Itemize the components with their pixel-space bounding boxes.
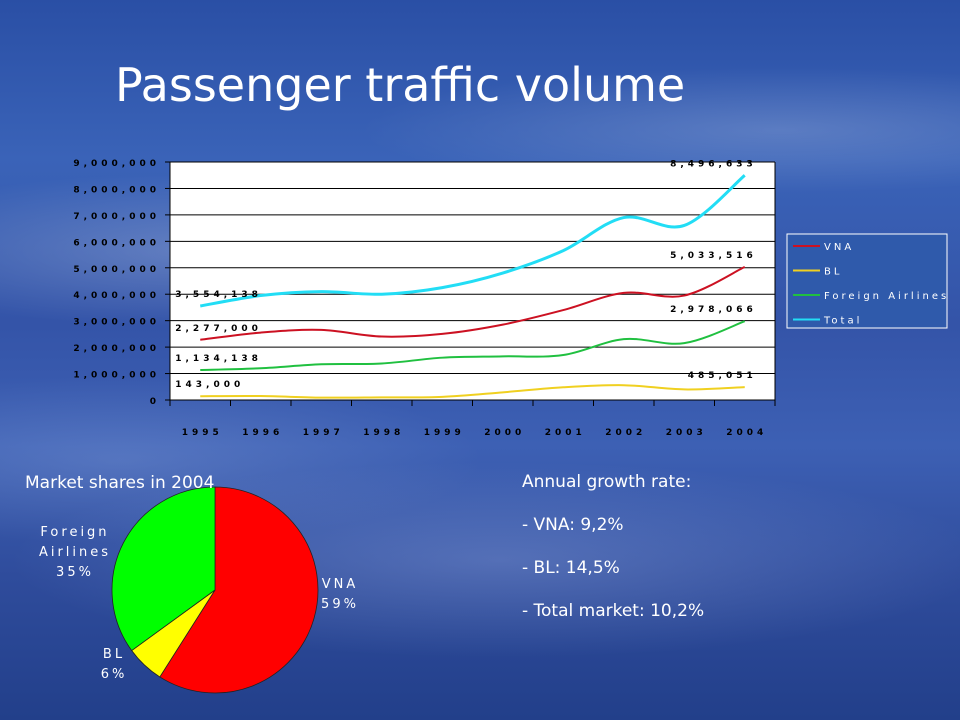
data-label-end: 8,496,633 (670, 159, 757, 169)
growth-item-bl: - BL: 14,5% (522, 558, 620, 578)
legend-label: BL (824, 267, 842, 278)
data-labels: 2,277,000 5,033,516 143,000 485,051 1,134,13… (175, 159, 757, 390)
data-label-end: 2,978,066 (670, 305, 757, 315)
pie-slice-vna (159, 486, 319, 694)
pie-slice-label: Foreign (40, 525, 109, 540)
pie-chart: VNA 59% BL 6% Foreign Airlines 35% (39, 486, 359, 694)
x-tick-label: 1997 (303, 428, 344, 438)
y-tick-label: 7,000,000 (73, 212, 160, 222)
series-lines (199, 174, 746, 399)
x-tick-label: 1999 (424, 428, 465, 438)
y-axis-ticks: 0 1,000,000 2,000,000 3,000,000 4,000,000 5,0… (73, 159, 160, 407)
pie-slice-label: 6% (101, 667, 128, 682)
y-tick-label: 0 (150, 397, 160, 407)
legend-label: Foreign Airlines (824, 291, 949, 302)
pie-slice-label: 35% (56, 565, 94, 580)
data-label-start: 1,134,138 (175, 354, 262, 364)
pie-slice-label: BL (103, 647, 125, 662)
legend-label: Total (823, 316, 862, 327)
series-line-total (199, 174, 746, 308)
y-tick-label: 4,000,000 (73, 291, 160, 301)
slide-title: Passenger traffic volume (115, 58, 686, 112)
pie-chart-title: Market shares in 2004 (25, 473, 215, 493)
growth-title: Annual growth rate: (522, 472, 692, 492)
x-tick-label: 2001 (545, 428, 586, 438)
y-tick-label: 6,000,000 (73, 238, 160, 248)
y-tick-label: 8,000,000 (73, 185, 160, 195)
pie-slice-foreign-airlines (111, 486, 216, 652)
growth-item-vna: - VNA: 9,2% (522, 515, 624, 535)
legend-box (786, 233, 948, 329)
pie-slice-label: Airlines (39, 545, 111, 560)
y-tick-label: 5,000,000 (73, 265, 160, 275)
x-tick-label: 1995 (182, 428, 223, 438)
data-label-start: 2,277,000 (175, 324, 262, 334)
legend: VNA BL Foreign Airlines Total (786, 233, 949, 329)
pie-slice-label: VNA (322, 577, 359, 592)
x-tick-label: 2000 (484, 428, 525, 438)
y-tick-label: 9,000,000 (73, 159, 160, 169)
growth-rate-box: Annual growth rate: - VNA: 9,2% - BL: 14… (522, 468, 704, 640)
data-label-end: 5,033,516 (670, 251, 757, 261)
series-line-vna (200, 265, 746, 341)
series-line-bl (200, 384, 745, 399)
x-tick-label: 1998 (363, 428, 404, 438)
grid-lines (165, 161, 776, 401)
series-line-foreign-airlines (200, 320, 746, 372)
data-label-start: 3,554,138 (175, 290, 262, 300)
data-label-start: 143,000 (175, 380, 244, 390)
x-tick-label: 1996 (242, 428, 283, 438)
y-tick-label: 3,000,000 (73, 318, 160, 328)
x-axis-ticks: 1995 1996 1997 1998 1999 2000 2001 2002 2003 2004 (169, 400, 776, 438)
y-tick-label: 2,000,000 (73, 344, 160, 354)
pie-slice-label: 59% (321, 597, 359, 612)
growth-item-total: - Total market: 10,2% (522, 601, 705, 621)
x-tick-label: 2003 (666, 428, 707, 438)
legend-label: VNA (824, 242, 854, 253)
data-label-end: 485,051 (688, 371, 757, 381)
x-tick-label: 2004 (726, 428, 767, 438)
y-tick-label: 1,000,000 (73, 371, 160, 381)
x-tick-label: 2002 (605, 428, 646, 438)
